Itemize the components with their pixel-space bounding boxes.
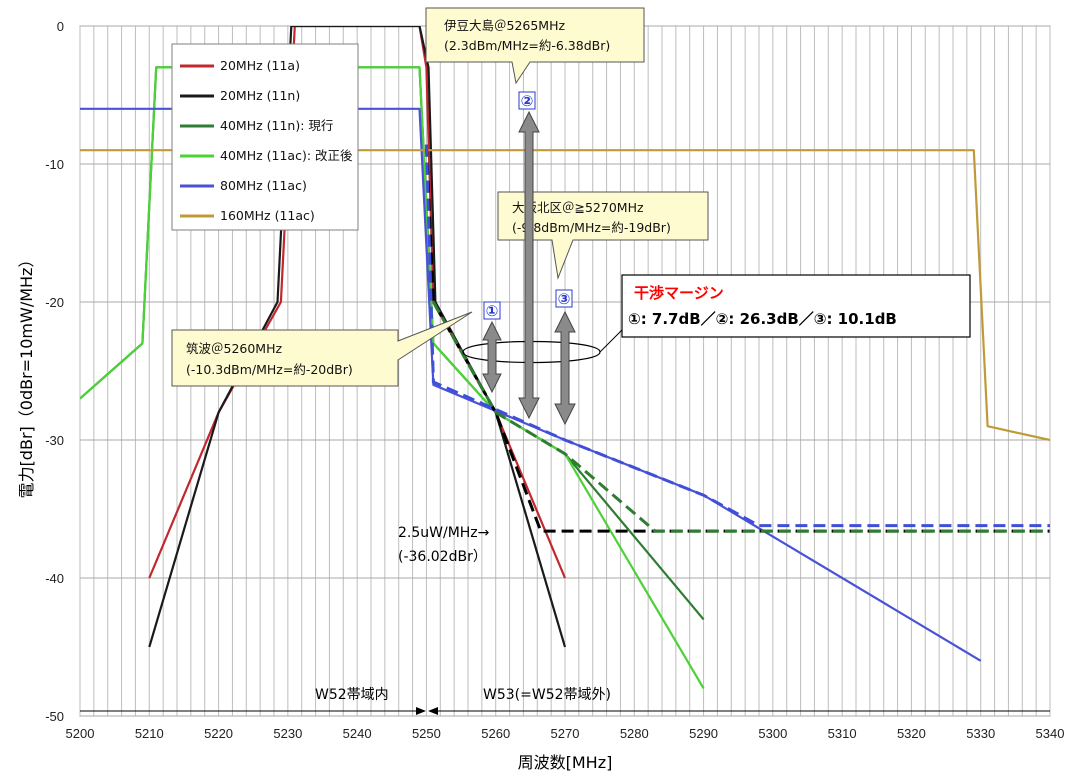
- limit-note-line1: 2.5uW/MHz→: [398, 525, 490, 541]
- x-tick-label: 5310: [828, 726, 857, 741]
- legend-label-1: 20MHz (11n): [220, 88, 300, 103]
- margin-arrow-2: [518, 110, 540, 420]
- limit-mask-1: [432, 301, 1050, 533]
- callout-izu-box: [425, 7, 645, 85]
- marker-1-box: [483, 301, 501, 320]
- band-in-arrowhead: [416, 707, 426, 715]
- x-tick-label: 5240: [343, 726, 372, 741]
- callout-osaka-value: (-9.8dBm/MHz=約-19dBr): [512, 220, 671, 235]
- band-indicator: W52帯域内 W53(=W52帯域外): [80, 687, 1050, 715]
- x-tick-label: 5330: [966, 726, 995, 741]
- x-tick-label: 5280: [620, 726, 649, 741]
- x-tick-label: 5340: [1036, 726, 1065, 741]
- x-tick-label: 5270: [551, 726, 580, 741]
- marker-2: ②: [521, 92, 534, 110]
- callout-izu-value: (2.3dBm/MHz=約-6.38dBr): [444, 38, 610, 53]
- band-out-label: W53(=W52帯域外): [483, 687, 611, 703]
- x-tick-label: 5320: [897, 726, 926, 741]
- band-out-arrowhead: [428, 707, 438, 715]
- legend-label-4: 80MHz (11ac): [220, 178, 307, 193]
- margin-connector: [599, 329, 623, 353]
- margin-arrows: ① ② ③: [482, 91, 576, 426]
- x-tick-label: 5250: [412, 726, 441, 741]
- callout-izu-oshima: 伊豆大島＠5265MHz (2.3dBm/MHz=約-6.38dBr): [425, 7, 645, 85]
- interference-margin-box: 干渉マージン ①: 7.7dB／②: 26.3dB／③: 10.1dB: [462, 274, 971, 364]
- legend-box: [171, 43, 359, 231]
- y-tick-label: -50: [45, 709, 64, 724]
- margin-arrow-3: [554, 310, 576, 426]
- callout-osaka: 大阪北区＠≧5270MHz (-9.8dBm/MHz=約-19dBr): [497, 191, 709, 280]
- margin-arrow-1: [482, 320, 502, 394]
- callout-tsukuba-box: [171, 311, 473, 387]
- x-tick-label: 5220: [204, 726, 233, 741]
- callout-tsukuba-value: (-10.3dBm/MHz=約-20dBr): [186, 362, 353, 377]
- x-tick-label: 5300: [758, 726, 787, 741]
- marker-2-box: [518, 91, 536, 110]
- y-tick-label: 0: [57, 19, 64, 34]
- y-tick-label: -40: [45, 571, 64, 586]
- margin-title: 干渉マージン: [634, 284, 724, 302]
- x-tick-label: 5210: [135, 726, 164, 741]
- legend-label-0: 20MHz (11a): [220, 58, 300, 73]
- legend-label-3: 40MHz (11ac): 改正後: [220, 148, 353, 163]
- x-axis-title: 周波数[MHz]: [518, 753, 613, 772]
- marker-3-box: [555, 289, 573, 308]
- legend: 20MHz (11a) 20MHz (11n) 40MHz (11n): 現行 40M…: [171, 43, 359, 231]
- margin-values: ①: 7.7dB／②: 26.3dB／③: 10.1dB: [628, 310, 897, 328]
- legend-label-2: 40MHz (11n): 現行: [220, 118, 333, 133]
- x-tick-label: 5200: [66, 726, 95, 741]
- callout-osaka-title: 大阪北区＠≧5270MHz: [512, 200, 644, 215]
- limit-note-line2: (-36.02dBr）: [398, 549, 487, 565]
- callout-izu-title: 伊豆大島＠5265MHz: [444, 18, 565, 33]
- x-tick-label: 5260: [481, 726, 510, 741]
- callout-tsukuba: 筑波＠5260MHz (-10.3dBm/MHz=約-20dBr): [171, 311, 473, 387]
- callout-tsukuba-title: 筑波＠5260MHz: [186, 341, 282, 356]
- band-in-label: W52帯域内: [315, 687, 389, 703]
- y-tick-label: -20: [45, 295, 64, 310]
- limit-mask-2: [424, 144, 1050, 528]
- x-tick-label: 5290: [689, 726, 718, 741]
- series-line-3: [80, 66, 705, 689]
- x-tick-label: 5230: [273, 726, 302, 741]
- callout-osaka-box: [497, 191, 709, 280]
- y-tick-label: -10: [45, 157, 64, 172]
- legend-label-5: 160MHz (11ac): [220, 208, 315, 223]
- margin-panel: [621, 274, 971, 338]
- y-tick-label: -30: [45, 433, 64, 448]
- marker-3: ③: [558, 290, 571, 308]
- y-axis-title: 電力[dBr]（0dBr=10mW/MHz）: [17, 252, 36, 499]
- marker-1: ①: [486, 302, 499, 320]
